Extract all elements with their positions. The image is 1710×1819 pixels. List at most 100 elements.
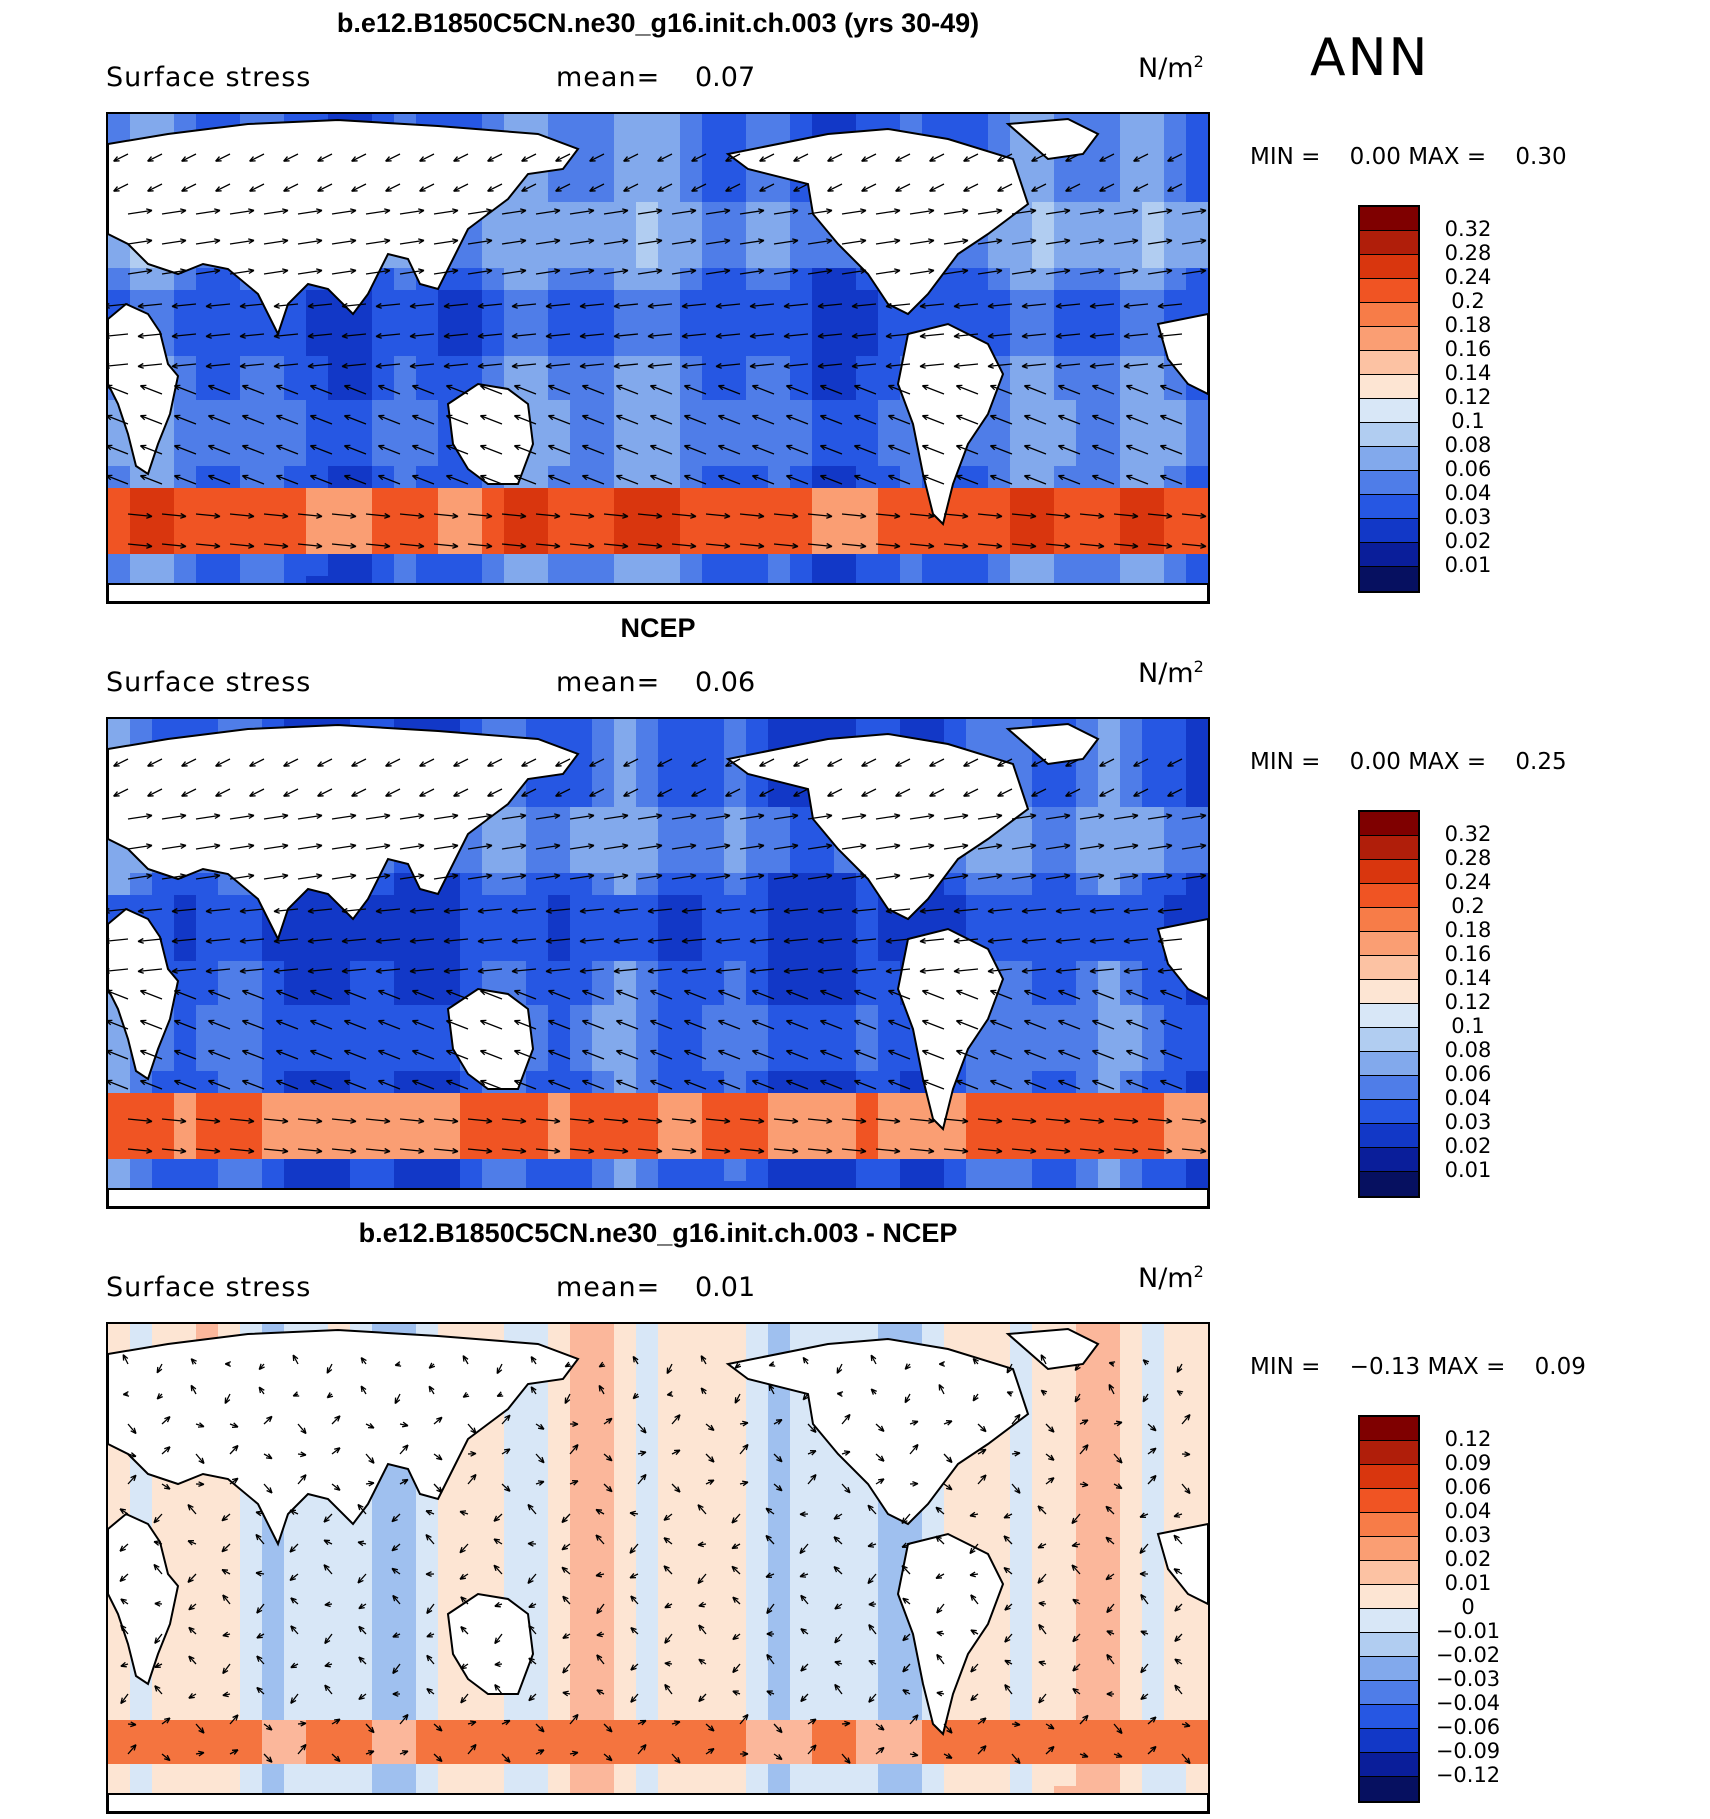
wind-arrow [341, 907, 367, 914]
wind-arrow [705, 813, 731, 820]
wind-arrow [1113, 1752, 1123, 1758]
wind-arrow [358, 1603, 367, 1610]
wind-arrow [343, 1049, 367, 1060]
wind-arrow [511, 362, 537, 369]
wind-arrow [535, 268, 561, 275]
wind-arrow [317, 758, 333, 767]
wind-arrow [630, 1693, 639, 1703]
colorbar-tick-label: 0.02 [1444, 1134, 1492, 1158]
wind-arrow [1074, 1393, 1081, 1403]
wind-arrow [375, 907, 401, 914]
wind-arrow [562, 1633, 571, 1639]
wind-arrow [1125, 1049, 1149, 1060]
wind-arrow [785, 1049, 809, 1060]
wind-arrow [1023, 384, 1047, 395]
wind-arrow [222, 1663, 231, 1675]
wind-arrow [664, 1660, 673, 1667]
wind-arrow [521, 758, 537, 767]
wind-arrow [773, 1418, 783, 1425]
wind-arrow [637, 843, 663, 850]
wind-arrow [1072, 1663, 1081, 1672]
wind-arrow [630, 1595, 639, 1605]
wind-arrow [365, 1422, 375, 1429]
wind-arrow [647, 907, 673, 914]
wind-arrow [1091, 989, 1115, 1000]
colorbar-tick-label: 0.06 [1444, 1475, 1492, 1499]
wind-arrow [943, 542, 969, 549]
wind-arrow [902, 1689, 911, 1695]
wind-arrow [657, 758, 673, 767]
colorbar-swatch [1360, 327, 1418, 351]
wind-arrow [108, 362, 129, 369]
wind-arrow [715, 332, 741, 339]
wind-arrow [705, 873, 731, 880]
wind-arrow [1079, 1419, 1089, 1426]
wind-arrow [671, 1414, 681, 1425]
wind-arrow [433, 208, 459, 215]
wind-arrow [399, 1117, 425, 1124]
wind-arrow [1065, 758, 1081, 767]
wind-arrow [195, 208, 221, 215]
wind-arrow [861, 183, 877, 192]
wind-arrow [637, 1423, 647, 1434]
wind-arrow [467, 1473, 477, 1485]
wind-arrow [113, 758, 129, 767]
wind-arrow [365, 238, 391, 245]
wind-arrow [190, 1384, 197, 1395]
wind-arrow [749, 937, 775, 944]
wind-arrow [997, 758, 1013, 767]
wind-arrow [467, 542, 493, 549]
wind-arrow [637, 1117, 663, 1124]
wind-arrow [1079, 1714, 1089, 1725]
wind-arrow [887, 384, 911, 395]
colorbar-swatch [1360, 1489, 1418, 1513]
wind-arrow [1099, 153, 1115, 162]
colorbar-swatch [1360, 932, 1418, 956]
wind-arrow [615, 414, 639, 425]
wind-arrow [392, 1632, 401, 1638]
wind-arrow [1023, 444, 1047, 455]
wind-arrow [773, 1753, 783, 1761]
wind-arrow [307, 302, 333, 309]
wind-arrow [773, 512, 799, 519]
wind-arrow [205, 302, 231, 309]
wind-arrow [836, 1363, 843, 1374]
wind-arrow [664, 1602, 673, 1609]
wind-arrow [987, 302, 1013, 309]
wind-arrow [1037, 1542, 1047, 1549]
wind-arrow [579, 332, 605, 339]
wind-arrow [875, 512, 901, 519]
wind-arrow [290, 1625, 299, 1635]
wind-arrow [527, 1540, 537, 1547]
wind-arrow [579, 967, 605, 974]
wind-arrow [331, 1117, 357, 1124]
wind-arrow [902, 1663, 911, 1673]
wind-arrow [108, 414, 129, 425]
wind-arrow [351, 153, 367, 162]
wind-arrow [649, 474, 673, 485]
wind-arrow [108, 384, 129, 395]
wind-arrow [819, 444, 843, 455]
wind-arrow [691, 788, 707, 797]
wind-arrow [493, 1513, 503, 1522]
wind-arrow [511, 967, 537, 974]
wind-arrow [1125, 474, 1149, 485]
wind-arrow [411, 414, 435, 425]
colorbar-swatch [1360, 495, 1418, 519]
wind-arrow [715, 302, 741, 309]
wind-arrow [887, 1049, 911, 1060]
wind-arrow [671, 1147, 697, 1154]
wind-arrow [909, 1420, 919, 1426]
wind-arrow [501, 1147, 527, 1154]
wind-arrow [156, 1363, 163, 1374]
wind-arrow [909, 873, 935, 880]
wind-arrow [1040, 1354, 1047, 1365]
wind-arrow [649, 989, 673, 1000]
wind-arrow [1071, 1541, 1081, 1548]
wind-arrow [547, 989, 571, 1000]
wind-arrow [569, 208, 595, 215]
wind-arrow [807, 1474, 817, 1485]
colorbar-swatch [1360, 1172, 1418, 1196]
coastline [725, 1337, 1030, 1526]
wind-arrow [1045, 1745, 1055, 1755]
